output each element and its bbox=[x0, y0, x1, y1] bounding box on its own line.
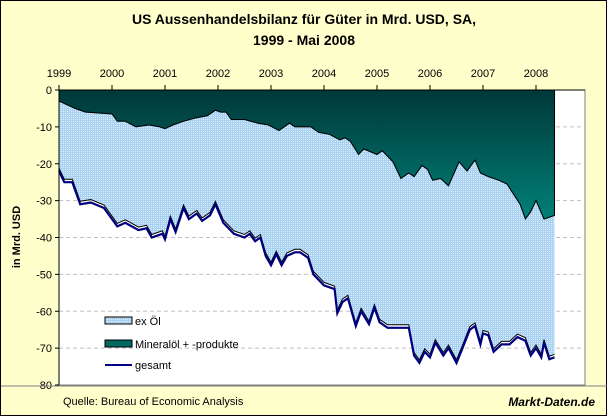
brand-text: Markt-Daten.de bbox=[508, 395, 595, 409]
y-tick-label: -30 bbox=[36, 196, 52, 208]
y-tick-label: 0 bbox=[46, 85, 52, 97]
chart-title-line2: 1999 - Mai 2008 bbox=[253, 32, 355, 48]
y-tick-label: -70 bbox=[36, 343, 52, 355]
ex-oel-area bbox=[59, 101, 555, 360]
y-axis-label: in Mrd. USD bbox=[11, 206, 23, 268]
chart-title-line1: US Aussenhandelsbilanz für Güter in Mrd.… bbox=[132, 11, 476, 27]
x-tick-label: 2008 bbox=[524, 68, 548, 80]
legend-label-ex-oel: ex Öl bbox=[135, 316, 161, 328]
x-tick-label: 2002 bbox=[206, 68, 230, 80]
y-tick-label: -20 bbox=[36, 159, 52, 171]
x-tick-label: 2004 bbox=[312, 68, 336, 80]
source-text: Quelle: Bureau of Economic Analysis bbox=[63, 396, 244, 408]
y-tick-label: -10 bbox=[36, 122, 52, 134]
legend-label-gesamt: gesamt bbox=[135, 360, 171, 372]
x-tick-label: 2007 bbox=[471, 68, 495, 80]
y-tick-label: -50 bbox=[36, 269, 52, 281]
x-tick-label: 2005 bbox=[365, 68, 389, 80]
x-tick-label: 2000 bbox=[100, 68, 124, 80]
legend-swatch-ex-oel bbox=[104, 316, 133, 325]
y-tick-label: -60 bbox=[36, 306, 52, 318]
x-tick-label: 1999 bbox=[47, 68, 71, 80]
x-tick-label: 2003 bbox=[259, 68, 283, 80]
legend-label-oil: Mineralöl + -produkte bbox=[135, 339, 239, 351]
x-tick-label: 2001 bbox=[153, 68, 177, 80]
y-tick-label: -40 bbox=[36, 233, 52, 245]
oil-boundary-line bbox=[58, 100, 555, 221]
legend-swatch-oil bbox=[104, 339, 133, 348]
gesamt-line bbox=[58, 170, 555, 366]
legend: ex Öl Mineralöl + -produkte gesamt bbox=[104, 316, 239, 372]
x-tick-label: 2006 bbox=[418, 68, 442, 80]
